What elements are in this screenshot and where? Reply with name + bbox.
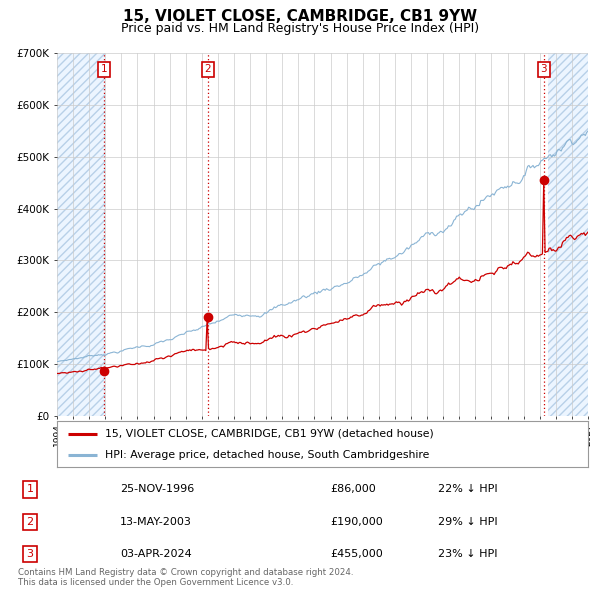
Bar [548, 53, 588, 416]
Text: 3: 3 [26, 549, 34, 559]
Bar [57, 53, 105, 416]
Text: 22% ↓ HPI: 22% ↓ HPI [438, 484, 497, 494]
Text: 25-NOV-1996: 25-NOV-1996 [120, 484, 194, 494]
Text: Price paid vs. HM Land Registry's House Price Index (HPI): Price paid vs. HM Land Registry's House … [121, 22, 479, 35]
Text: 2: 2 [205, 64, 211, 74]
Text: 3: 3 [541, 64, 547, 74]
Text: HPI: Average price, detached house, South Cambridgeshire: HPI: Average price, detached house, Sout… [105, 450, 429, 460]
Text: £455,000: £455,000 [330, 549, 383, 559]
Text: Contains HM Land Registry data © Crown copyright and database right 2024.
This d: Contains HM Land Registry data © Crown c… [18, 568, 353, 587]
Text: 03-APR-2024: 03-APR-2024 [120, 549, 192, 559]
Text: £190,000: £190,000 [330, 517, 383, 527]
Bar [57, 53, 105, 416]
Bar [548, 53, 588, 416]
Text: 1: 1 [101, 64, 107, 74]
Text: 2: 2 [26, 517, 34, 527]
Text: 23% ↓ HPI: 23% ↓ HPI [438, 549, 497, 559]
Text: 15, VIOLET CLOSE, CAMBRIDGE, CB1 9YW (detached house): 15, VIOLET CLOSE, CAMBRIDGE, CB1 9YW (de… [105, 429, 434, 439]
Text: 13-MAY-2003: 13-MAY-2003 [120, 517, 192, 527]
Text: 15, VIOLET CLOSE, CAMBRIDGE, CB1 9YW: 15, VIOLET CLOSE, CAMBRIDGE, CB1 9YW [123, 9, 477, 24]
Text: 29% ↓ HPI: 29% ↓ HPI [438, 517, 497, 527]
Text: 1: 1 [26, 484, 34, 494]
Text: £86,000: £86,000 [330, 484, 376, 494]
